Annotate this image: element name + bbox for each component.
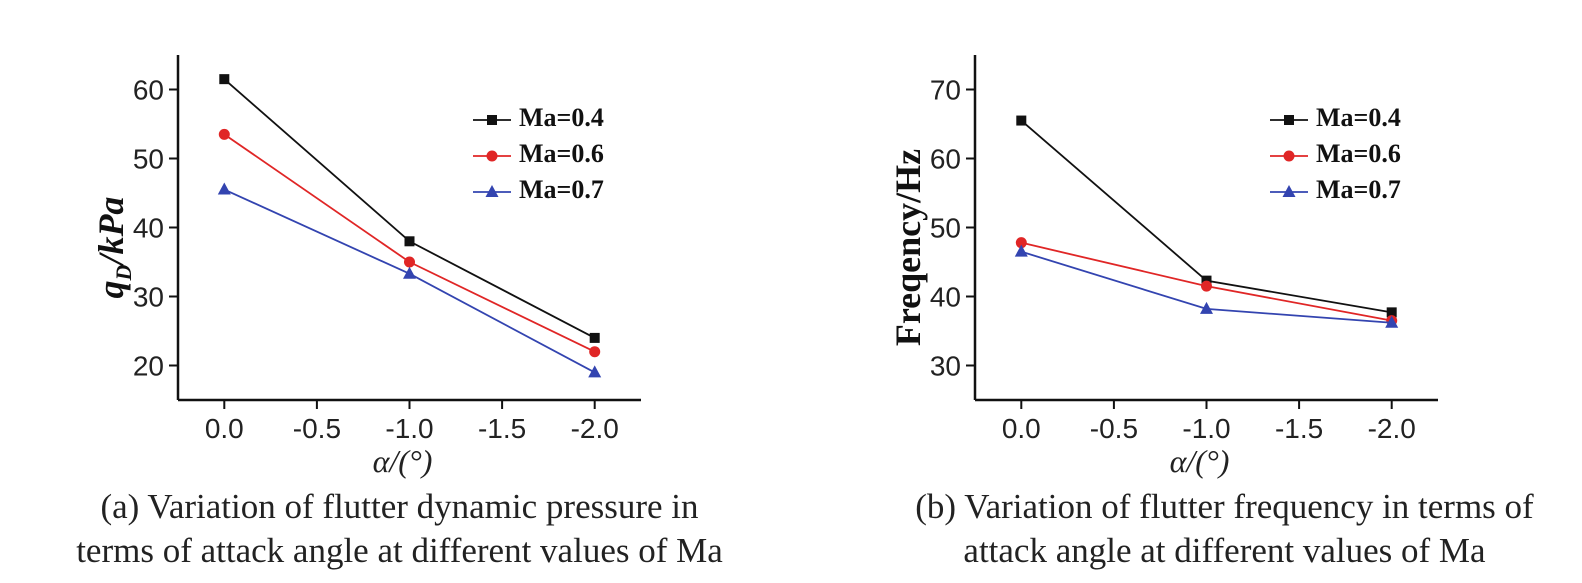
marker [404, 256, 415, 268]
y-label-part: Freqency/Hz [888, 149, 928, 346]
y-tick-label: 60 [930, 144, 961, 175]
marker [1014, 244, 1028, 257]
x-tick-label: -0.5 [293, 413, 341, 444]
y-label-part: D [111, 264, 136, 281]
marker [589, 346, 601, 358]
marker [589, 332, 600, 343]
y-tick-label: 40 [133, 213, 164, 244]
legend-marker [1284, 115, 1294, 125]
marker [1386, 307, 1397, 318]
y-tick-label: 50 [930, 213, 961, 244]
caption: (a) Variation of flutter dynamic pressur… [100, 487, 698, 526]
y-tick-label: 30 [930, 351, 961, 382]
x-tick-label: 0.0 [205, 413, 244, 444]
y-label-part: /kPa [91, 197, 131, 268]
x-tick-label: -0.5 [1090, 413, 1138, 444]
x-tick-label: -1.0 [385, 413, 433, 444]
marker [217, 182, 231, 195]
marker [1016, 115, 1027, 126]
legend-marker [486, 150, 498, 162]
caption: terms of attack angle at different value… [76, 531, 723, 570]
y-tick-label: 30 [133, 282, 164, 313]
legend-label: Ma=0.7 [1316, 175, 1401, 204]
legend-marker [485, 185, 499, 197]
marker [404, 236, 415, 247]
y-tick-label: 60 [133, 75, 164, 106]
legend-label: Ma=0.4 [519, 103, 604, 132]
y-axis-label: qD/kPa [91, 197, 136, 299]
x-tick-label: -1.5 [1275, 413, 1323, 444]
legend-label: Ma=0.6 [519, 139, 604, 168]
series-line [223, 188, 596, 374]
marker [1385, 315, 1399, 328]
x-tick-label: -2.0 [1368, 413, 1416, 444]
chart: 20 30 40 50 60 0.0 -0.5 -1.0 -1.5 -2.0 α/(°) qD/kPa… [76, 55, 723, 570]
marker [219, 74, 230, 85]
y-tick-label: 50 [133, 144, 164, 175]
marker [403, 266, 416, 279]
legend-marker [487, 115, 497, 125]
y-label-part: q [91, 280, 131, 298]
marker [1015, 237, 1027, 249]
x-axis-label: α/(°) [1170, 443, 1230, 479]
marker [1201, 275, 1212, 286]
legend-label: Ma=0.7 [519, 175, 604, 204]
marker [218, 128, 230, 140]
y-tick-label: 20 [133, 351, 164, 382]
legend-label: Ma=0.6 [1316, 139, 1401, 168]
caption: attack angle at different values of Ma [963, 531, 1486, 570]
legend-marker [1282, 185, 1296, 197]
x-tick-label: -1.0 [1182, 413, 1230, 444]
marker [1200, 301, 1213, 314]
x-tick-label: 0.0 [1002, 413, 1041, 444]
x-tick-label: -1.5 [478, 413, 526, 444]
marker [588, 365, 602, 378]
caption: (b) Variation of flutter frequency in te… [915, 487, 1534, 526]
x-tick-label: -2.0 [571, 413, 619, 444]
y-tick-label: 70 [930, 75, 961, 106]
chart: 30 40 50 60 70 0.0 -0.5 -1.0 -1.5 -2.0 α/(°) Freqen… [888, 55, 1534, 570]
legend-marker [1283, 150, 1295, 162]
y-tick-label: 40 [930, 282, 961, 313]
y-axis-label: Freqency/Hz [888, 149, 928, 346]
legend-label: Ma=0.4 [1316, 103, 1401, 132]
x-axis-label: α/(°) [373, 443, 433, 479]
marker [1201, 280, 1212, 292]
